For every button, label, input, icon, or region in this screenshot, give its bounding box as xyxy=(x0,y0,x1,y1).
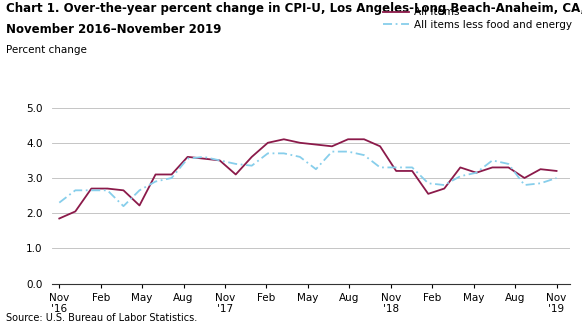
All items xyxy=(473,171,480,175)
All items xyxy=(216,158,223,162)
All items less food and energy xyxy=(136,188,143,192)
All items xyxy=(313,142,320,146)
All items less food and energy xyxy=(425,181,432,185)
All items less food and energy xyxy=(521,183,528,187)
All items xyxy=(425,192,432,196)
All items less food and energy xyxy=(281,151,288,155)
All items xyxy=(521,176,528,180)
All items xyxy=(281,137,288,141)
All items xyxy=(200,157,207,161)
All items less food and energy xyxy=(249,164,255,168)
All items xyxy=(441,186,448,190)
All items xyxy=(56,216,63,220)
All items less food and energy xyxy=(120,204,127,208)
All items xyxy=(361,137,368,141)
All items less food and energy xyxy=(216,158,223,162)
All items xyxy=(136,203,143,207)
Text: Source: U.S. Bureau of Labor Statistics.: Source: U.S. Bureau of Labor Statistics. xyxy=(6,313,197,323)
Legend: All items, All items less food and energy: All items, All items less food and energ… xyxy=(379,3,576,34)
All items less food and energy xyxy=(168,176,175,180)
Line: All items less food and energy: All items less food and energy xyxy=(59,152,556,206)
All items less food and energy xyxy=(328,150,335,154)
All items less food and energy xyxy=(313,167,320,171)
All items xyxy=(489,166,496,170)
All items xyxy=(377,144,384,148)
All items xyxy=(120,188,127,192)
All items less food and energy xyxy=(409,166,416,170)
All items less food and energy xyxy=(489,158,496,162)
Line: All items: All items xyxy=(59,139,556,218)
All items less food and energy xyxy=(505,162,512,166)
All items xyxy=(345,137,352,141)
All items less food and energy xyxy=(473,171,480,175)
All items less food and energy xyxy=(72,188,79,192)
All items xyxy=(72,210,79,214)
All items xyxy=(88,186,95,190)
All items xyxy=(296,141,303,145)
All items less food and energy xyxy=(377,166,384,170)
All items less food and energy xyxy=(457,174,464,178)
All items less food and energy xyxy=(232,162,239,166)
All items xyxy=(505,166,512,170)
Text: Chart 1. Over-the-year percent change in CPI-U, Los Angeles-Long Beach-Anaheim, : Chart 1. Over-the-year percent change in… xyxy=(6,2,582,15)
All items xyxy=(553,169,560,173)
All items xyxy=(393,169,400,173)
All items less food and energy xyxy=(88,188,95,192)
All items xyxy=(184,155,191,159)
All items xyxy=(409,169,416,173)
Text: Percent change: Percent change xyxy=(6,45,87,55)
All items less food and energy xyxy=(361,153,368,157)
All items less food and energy xyxy=(200,155,207,159)
All items less food and energy xyxy=(184,157,191,161)
All items less food and energy xyxy=(345,150,352,154)
All items xyxy=(249,155,255,159)
All items xyxy=(457,166,464,170)
All items xyxy=(232,172,239,176)
All items xyxy=(168,172,175,176)
All items xyxy=(537,167,544,171)
All items less food and energy xyxy=(537,181,544,185)
All items less food and energy xyxy=(264,151,271,155)
All items less food and energy xyxy=(56,201,63,205)
All items xyxy=(152,172,159,176)
All items less food and energy xyxy=(553,176,560,180)
Text: November 2016–November 2019: November 2016–November 2019 xyxy=(6,23,221,36)
All items less food and energy xyxy=(296,155,303,159)
All items less food and energy xyxy=(393,166,400,170)
All items less food and energy xyxy=(104,188,111,192)
All items xyxy=(328,144,335,148)
All items less food and energy xyxy=(441,183,448,187)
All items xyxy=(264,141,271,145)
All items xyxy=(104,186,111,190)
All items less food and energy xyxy=(152,180,159,184)
